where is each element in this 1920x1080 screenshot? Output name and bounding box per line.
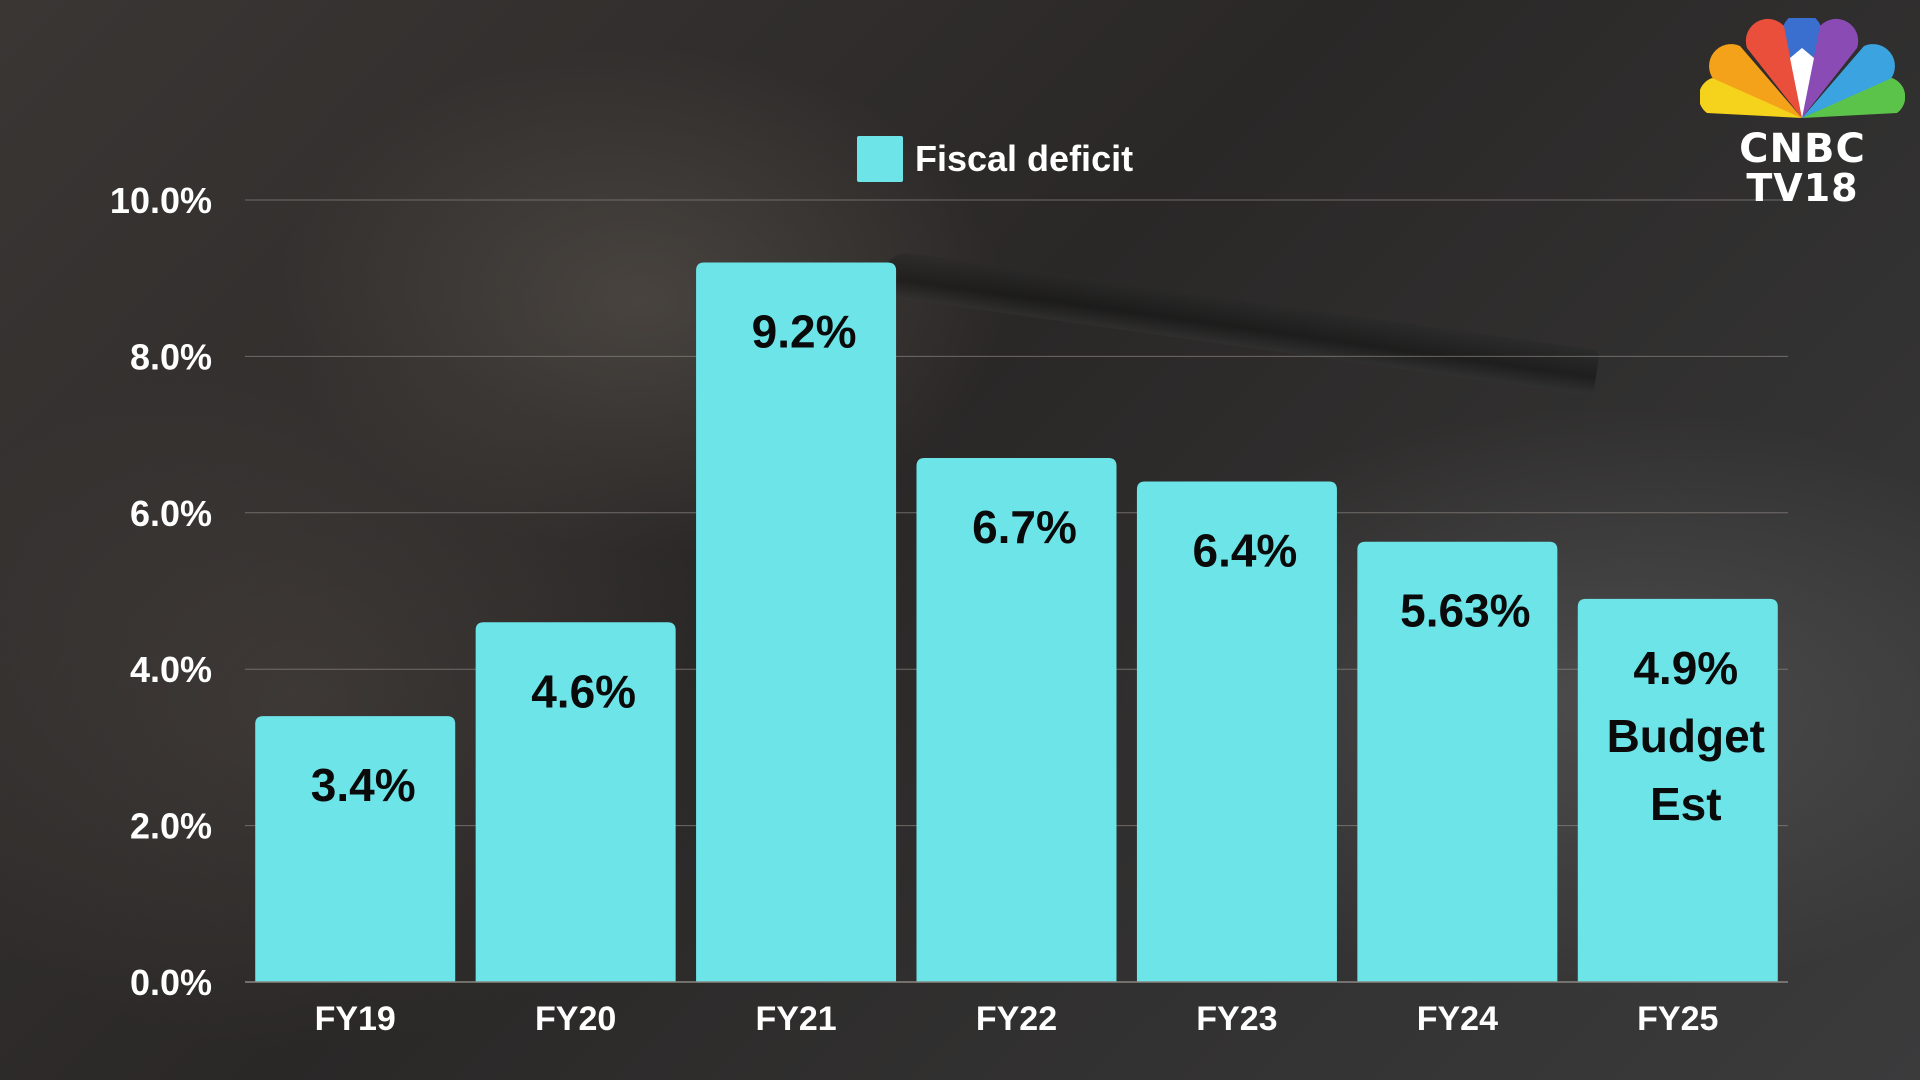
data-label: Est bbox=[1650, 778, 1722, 830]
x-tick-label: FY23 bbox=[1196, 1000, 1277, 1038]
data-label: 4.6% bbox=[531, 665, 636, 717]
data-label: Budget bbox=[1607, 710, 1765, 762]
bar bbox=[1357, 541, 1558, 982]
y-tick-label: 10.0% bbox=[110, 180, 212, 221]
y-tick-label: 4.0% bbox=[130, 649, 212, 690]
data-label: 9.2% bbox=[752, 306, 857, 358]
x-tick-label: FY21 bbox=[755, 1000, 836, 1038]
logo-wordmark-line2: TV18 bbox=[1746, 166, 1859, 210]
bar bbox=[1136, 481, 1337, 982]
logo-wordmark-line1: CNBC bbox=[1739, 126, 1866, 172]
bar bbox=[255, 716, 456, 982]
legend: Fiscal deficit bbox=[857, 136, 1133, 182]
data-label: 6.7% bbox=[972, 501, 1077, 553]
x-tick-label: FY25 bbox=[1637, 1000, 1718, 1038]
y-tick-label: 2.0% bbox=[130, 806, 212, 847]
data-label: 4.9% bbox=[1633, 642, 1738, 694]
data-label: 5.63% bbox=[1400, 585, 1530, 637]
peacock-icon bbox=[1698, 13, 1906, 118]
bar bbox=[475, 622, 676, 982]
bar bbox=[696, 262, 897, 982]
y-tick-label: 6.0% bbox=[130, 493, 212, 534]
x-tick-label: FY24 bbox=[1417, 1000, 1498, 1038]
cnbc-tv18-logo: CNBC TV18 bbox=[1698, 13, 1906, 210]
legend-swatch bbox=[857, 136, 903, 182]
x-tick-label: FY20 bbox=[535, 1000, 616, 1038]
y-tick-label: 0.0% bbox=[130, 962, 212, 1003]
data-label: 3.4% bbox=[311, 759, 416, 811]
bar bbox=[1577, 598, 1778, 982]
y-tick-label: 8.0% bbox=[130, 336, 212, 377]
x-tick-label: FY19 bbox=[315, 1000, 396, 1038]
legend-label: Fiscal deficit bbox=[915, 138, 1134, 179]
bar bbox=[916, 458, 1117, 982]
data-label: 6.4% bbox=[1192, 525, 1297, 577]
x-tick-label: FY22 bbox=[976, 1000, 1057, 1038]
